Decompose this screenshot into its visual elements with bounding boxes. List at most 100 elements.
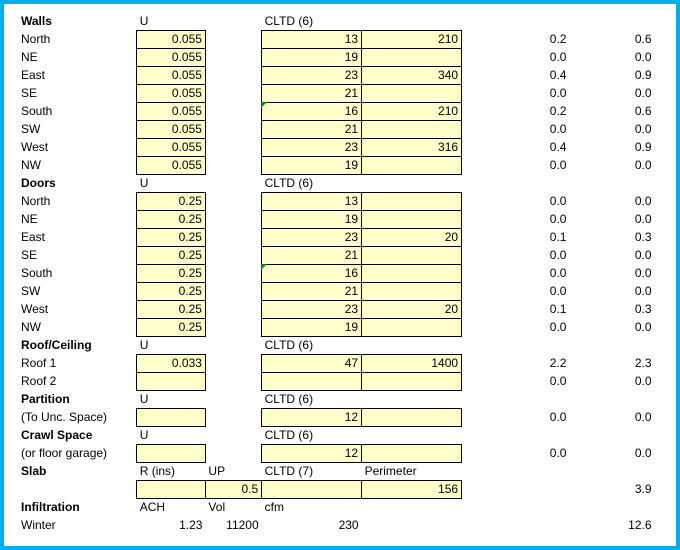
wall-val[interactable]: 210 — [362, 30, 462, 48]
door-u[interactable]: 0.25 — [137, 282, 206, 300]
door-val[interactable] — [362, 246, 462, 264]
wall-dir: South — [18, 102, 137, 120]
wall-val[interactable] — [362, 120, 462, 138]
table-row: (To Unc. Space)120.00.0 — [18, 408, 662, 426]
slab-rins[interactable] — [137, 480, 206, 498]
door-val[interactable]: 20 — [362, 228, 462, 246]
table-row: Winter1.231120023012.6 — [18, 516, 662, 534]
crawl-r1: 0.0 — [462, 444, 587, 462]
wall-u[interactable]: 0.055 — [137, 102, 206, 120]
door-r2: 0.0 — [586, 318, 661, 336]
roof-cltd[interactable]: 47 — [262, 354, 362, 372]
door-cltd[interactable]: 13 — [262, 192, 362, 210]
table-row: SE0.055210.00.0 — [18, 84, 662, 102]
door-val[interactable] — [362, 210, 462, 228]
door-cltd[interactable]: 19 — [262, 318, 362, 336]
wall-cltd[interactable]: 19 — [262, 156, 362, 174]
door-cltd[interactable]: 21 — [262, 282, 362, 300]
door-u[interactable]: 0.25 — [137, 228, 206, 246]
wall-dir: North — [18, 30, 137, 48]
wall-r1: 0.0 — [462, 120, 587, 138]
roof-u[interactable]: 0.033 — [137, 354, 206, 372]
wall-r1: 0.0 — [462, 156, 587, 174]
door-val[interactable] — [362, 192, 462, 210]
roof-val[interactable] — [362, 372, 462, 390]
door-u[interactable]: 0.25 — [137, 264, 206, 282]
roof-cltd[interactable] — [262, 372, 362, 390]
wall-cltd[interactable]: 21 — [262, 84, 362, 102]
table-row: SlabR (ins)UPCLTD (7)Perimeter — [18, 462, 662, 480]
wall-u[interactable]: 0.055 — [137, 48, 206, 66]
wall-cltd[interactable]: 21 — [262, 120, 362, 138]
slab-up[interactable]: 0.5 — [205, 480, 261, 498]
door-u[interactable]: 0.25 — [137, 246, 206, 264]
partition-r2: 0.0 — [586, 408, 661, 426]
door-cltd[interactable]: 23 — [262, 228, 362, 246]
wall-u[interactable]: 0.055 — [137, 30, 206, 48]
door-dir: SW — [18, 282, 137, 300]
section-walls: Walls — [18, 12, 137, 30]
door-cltd[interactable]: 21 — [262, 246, 362, 264]
wall-cltd[interactable]: 19 — [262, 48, 362, 66]
wall-cltd[interactable]: 23 — [262, 66, 362, 84]
wall-r2: 0.0 — [586, 120, 661, 138]
wall-r2: 0.9 — [586, 66, 661, 84]
wall-val[interactable] — [362, 156, 462, 174]
header-cltd: CLTD (6) — [262, 426, 362, 444]
door-u[interactable]: 0.25 — [137, 210, 206, 228]
door-cltd[interactable]: 23 — [262, 300, 362, 318]
infiltration-r2: 12.6 — [586, 516, 661, 534]
table-row: SW0.25210.00.0 — [18, 282, 662, 300]
door-r1: 0.1 — [462, 300, 587, 318]
section-partition: Partition — [18, 390, 137, 408]
wall-cltd[interactable]: 16 — [262, 102, 362, 120]
slab-perimeter[interactable]: 156 — [362, 480, 462, 498]
roof-r1: 2.2 — [462, 354, 587, 372]
slab-cltd[interactable] — [262, 480, 362, 498]
door-dir: East — [18, 228, 137, 246]
door-u[interactable]: 0.25 — [137, 318, 206, 336]
partition-u[interactable] — [137, 408, 206, 426]
partition-cltd[interactable]: 12 — [262, 408, 362, 426]
crawl-u[interactable] — [137, 444, 206, 462]
table-row: NW0.25190.00.0 — [18, 318, 662, 336]
door-r1: 0.0 — [462, 282, 587, 300]
crawl-val[interactable] — [362, 444, 462, 462]
door-dir: South — [18, 264, 137, 282]
door-val[interactable]: 20 — [362, 300, 462, 318]
roof-dir: Roof 1 — [18, 354, 137, 372]
door-val[interactable] — [362, 264, 462, 282]
wall-u[interactable]: 0.055 — [137, 84, 206, 102]
door-u[interactable]: 0.25 — [137, 300, 206, 318]
door-cltd[interactable]: 19 — [262, 210, 362, 228]
table-row: SE0.25210.00.0 — [18, 246, 662, 264]
wall-val[interactable]: 340 — [362, 66, 462, 84]
wall-cltd[interactable]: 23 — [262, 138, 362, 156]
partition-val[interactable] — [362, 408, 462, 426]
door-u[interactable]: 0.25 — [137, 192, 206, 210]
door-val[interactable] — [362, 282, 462, 300]
wall-u[interactable]: 0.055 — [137, 138, 206, 156]
door-cltd[interactable]: 16 — [262, 264, 362, 282]
wall-u[interactable]: 0.055 — [137, 120, 206, 138]
door-val[interactable] — [362, 318, 462, 336]
table-row: Roof 10.0334714002.22.3 — [18, 354, 662, 372]
section-infiltration: Infiltration — [18, 498, 137, 516]
roof-val[interactable]: 1400 — [362, 354, 462, 372]
door-r1: 0.0 — [462, 264, 587, 282]
header-u: U — [137, 174, 206, 192]
header-cltd: CLTD (6) — [262, 174, 362, 192]
wall-cltd[interactable]: 13 — [262, 30, 362, 48]
infiltration-winter: Winter — [18, 516, 137, 534]
wall-u[interactable]: 0.055 — [137, 66, 206, 84]
crawl-cltd[interactable]: 12 — [262, 444, 362, 462]
wall-u[interactable]: 0.055 — [137, 156, 206, 174]
wall-dir: East — [18, 66, 137, 84]
wall-val[interactable] — [362, 84, 462, 102]
roof-u[interactable] — [137, 372, 206, 390]
slab-r2: 3.9 — [586, 480, 661, 498]
wall-val[interactable] — [362, 48, 462, 66]
wall-val[interactable]: 210 — [362, 102, 462, 120]
wall-val[interactable]: 316 — [362, 138, 462, 156]
wall-dir: NW — [18, 156, 137, 174]
